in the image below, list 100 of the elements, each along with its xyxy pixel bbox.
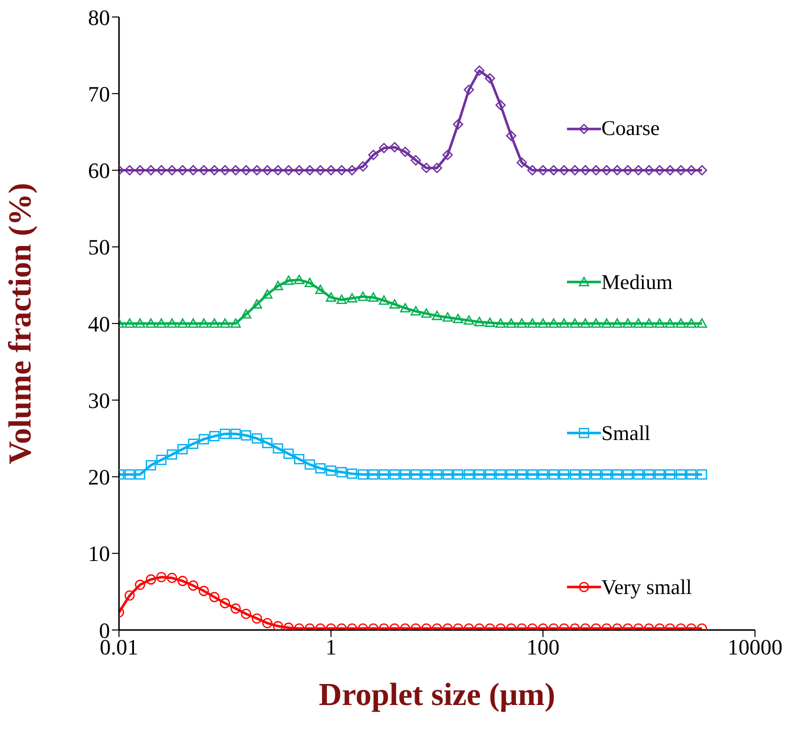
point [240, 608, 252, 620]
legend-label: Small [601, 420, 650, 446]
point [633, 469, 644, 480]
point [134, 469, 146, 480]
point [146, 574, 156, 585]
point [262, 618, 273, 628]
point [644, 165, 654, 176]
point [538, 318, 548, 328]
y-tick-label: 10 [88, 541, 110, 566]
point [442, 312, 453, 322]
point [516, 469, 527, 480]
point [240, 430, 252, 441]
point [464, 469, 474, 480]
point [134, 580, 146, 590]
legend-label: Very small [601, 574, 692, 600]
point [146, 165, 156, 176]
point [358, 161, 368, 172]
point [283, 448, 294, 459]
point [590, 318, 602, 328]
point [570, 165, 580, 176]
y-tick-label: 80 [88, 4, 110, 30]
point [442, 469, 453, 480]
point [410, 155, 421, 166]
point [198, 165, 209, 176]
point [198, 318, 209, 328]
point [432, 469, 442, 480]
point [676, 318, 686, 328]
point [240, 165, 252, 176]
point [464, 315, 474, 325]
point [209, 165, 220, 176]
point [346, 293, 358, 302]
point [622, 469, 633, 480]
y-tick-label: 30 [88, 388, 110, 413]
point [516, 157, 527, 168]
point [134, 318, 146, 328]
point [315, 463, 326, 474]
point [326, 292, 336, 302]
point [146, 460, 156, 470]
point [368, 150, 379, 160]
x-tick-label: 10000 [728, 634, 782, 660]
point [474, 469, 485, 480]
y-tick-label: 50 [88, 234, 110, 260]
point [198, 586, 209, 596]
point [570, 469, 580, 480]
point [580, 469, 591, 480]
point [484, 73, 496, 84]
point [304, 278, 315, 288]
point [220, 318, 230, 328]
point [326, 165, 336, 176]
point [315, 165, 326, 176]
point [558, 469, 570, 480]
point [464, 84, 474, 95]
point [612, 318, 622, 328]
point [622, 318, 633, 328]
point [601, 165, 612, 176]
point [326, 465, 336, 476]
point [166, 165, 178, 176]
point [252, 433, 262, 444]
point [452, 119, 464, 130]
point [177, 444, 188, 454]
point [209, 430, 220, 442]
point [304, 459, 315, 470]
point [389, 469, 400, 480]
point [527, 318, 538, 328]
point [156, 572, 167, 582]
point [156, 165, 167, 176]
point [262, 438, 273, 448]
point [252, 613, 262, 624]
point [590, 165, 602, 176]
point [421, 469, 432, 480]
point [198, 434, 209, 444]
point [188, 165, 198, 176]
legend-label: Medium [601, 270, 673, 295]
point [495, 100, 506, 110]
point [124, 165, 135, 176]
point [230, 165, 241, 176]
point [209, 592, 220, 602]
point [527, 469, 538, 480]
point [240, 309, 252, 319]
point [283, 275, 294, 285]
point [378, 469, 390, 480]
point [124, 318, 135, 328]
point [474, 316, 485, 326]
point [432, 310, 442, 320]
point [124, 469, 135, 480]
point [516, 318, 527, 328]
point [230, 428, 241, 439]
point [230, 603, 241, 614]
point [506, 469, 516, 480]
point [601, 469, 612, 480]
point [696, 469, 708, 480]
point [452, 314, 464, 324]
point [622, 165, 633, 176]
point [644, 318, 654, 328]
point [442, 150, 453, 160]
point [272, 165, 284, 176]
point [358, 292, 368, 301]
point [156, 454, 167, 466]
point [421, 308, 432, 318]
point [400, 469, 410, 480]
